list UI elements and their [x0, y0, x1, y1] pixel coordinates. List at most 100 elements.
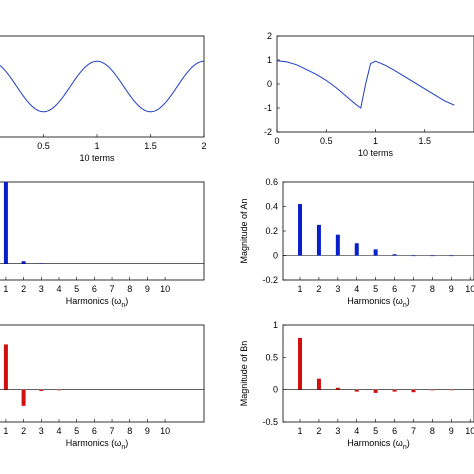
- bar-3: [39, 389, 44, 391]
- axes-frame: [0, 324, 205, 423]
- x-tick-label: 8: [127, 426, 132, 436]
- x-axis-label: Harmonics (ωn): [347, 296, 409, 309]
- x-tick-label: 1: [94, 141, 99, 151]
- x-tick-label: 7: [110, 284, 115, 294]
- x-tick-label: 5: [373, 426, 378, 436]
- y-tick-label: 0.6: [265, 177, 278, 187]
- x-tick-label: 8: [430, 426, 435, 436]
- x-tick-label: 1.5: [418, 136, 431, 146]
- x-tick-label: 1.5: [144, 141, 157, 151]
- axes-frame: [0, 181, 205, 281]
- y-tick-label: 1: [273, 320, 278, 330]
- y-tick-label: 0.5: [265, 352, 278, 362]
- x-tick-label: 4: [56, 426, 61, 436]
- x-tick-label: 1: [298, 426, 303, 436]
- bar-6: [392, 389, 397, 392]
- x-tick-label: 2: [316, 426, 321, 436]
- x-tick-label: 9: [145, 426, 150, 436]
- bar-4: [56, 389, 61, 391]
- x-tick-label: 7: [411, 426, 416, 436]
- y-tick-label: 2: [267, 31, 272, 41]
- bar-3: [335, 234, 340, 256]
- x-tick-label: 7: [411, 284, 416, 294]
- axes-frame: [282, 181, 474, 281]
- x-tick-label: 3: [39, 284, 44, 294]
- x-tick-label: 6: [392, 426, 397, 436]
- bar-7: [411, 389, 416, 393]
- x-tick-label: 1: [3, 426, 8, 436]
- y-tick-label: 0.2: [265, 226, 278, 236]
- bar-8: [430, 389, 435, 391]
- x-axis-label: Harmonics (ωn): [66, 438, 128, 451]
- x-tick-label: 9: [145, 284, 150, 294]
- x-tick-label: 6: [92, 426, 97, 436]
- bar-1: [3, 344, 8, 390]
- y-tick-label: -2: [264, 127, 272, 137]
- x-tick-label: 1: [373, 136, 378, 146]
- bar-1: [298, 337, 303, 390]
- x-axis-label: 10 terms: [358, 148, 394, 158]
- x-tick-label: 3: [335, 426, 340, 436]
- y-tick-label: -1: [264, 103, 272, 113]
- panel-p5: 1 2 3 4 5 6 7 8 9 10 1 0.5 0 -0.5 Harmonics (ωn) Magnit…: [239, 320, 474, 451]
- x-tick-label: 2: [201, 141, 206, 151]
- x-tick-label: 10: [465, 284, 474, 294]
- x-axis-label: 10 terms: [79, 153, 115, 163]
- x-tick-label: 4: [354, 426, 359, 436]
- x-tick-label: 8: [127, 284, 132, 294]
- series-line: [276, 60, 455, 109]
- panel-p0: 0.5 1 1.5 2 10 terms: [0, 35, 207, 163]
- bar-5: [373, 389, 378, 393]
- y-tick-label: 0: [273, 251, 278, 261]
- bar-2: [316, 378, 321, 390]
- x-tick-label: 3: [335, 284, 340, 294]
- x-tick-label: 6: [392, 284, 397, 294]
- x-tick-label: 2: [316, 284, 321, 294]
- bar-5: [373, 249, 378, 256]
- y-tick-label: -0.2: [262, 275, 278, 285]
- x-tick-label: 4: [354, 284, 359, 294]
- series-line: [0, 60, 205, 113]
- x-tick-label: 5: [74, 426, 79, 436]
- x-tick-label: 4: [56, 284, 61, 294]
- x-tick-label: 10: [160, 284, 170, 294]
- bar-2: [21, 261, 26, 264]
- bar-1: [298, 204, 303, 256]
- x-tick-label: 5: [373, 284, 378, 294]
- y-tick-label: 0.4: [265, 202, 278, 212]
- x-tick-label: 6: [92, 284, 97, 294]
- x-tick-label: 10: [465, 426, 474, 436]
- x-tick-label: 7: [110, 426, 115, 436]
- bar-9: [449, 255, 454, 257]
- x-axis-label: Harmonics (ωn): [347, 438, 409, 451]
- x-axis-label: Harmonics (ωn): [66, 296, 128, 309]
- bar-2: [21, 389, 26, 406]
- x-tick-label: 2: [21, 426, 26, 436]
- x-tick-label: 9: [449, 284, 454, 294]
- bar-3: [39, 263, 44, 264]
- bar-4: [354, 243, 359, 256]
- x-tick-label: 5: [74, 284, 79, 294]
- y-axis-label: Magnitude of Bn: [239, 341, 249, 407]
- bar-6: [392, 254, 397, 256]
- x-tick-label: 1: [3, 284, 8, 294]
- y-tick-label: 0: [273, 385, 278, 395]
- x-tick-label: 3: [39, 426, 44, 436]
- axes-frame: [282, 324, 474, 423]
- x-tick-label: 0: [274, 136, 279, 146]
- panel-p1: 0 0.5 1 1.5 2 1 0 -1 -2 10 terms: [264, 31, 474, 158]
- y-tick-label: 0: [267, 79, 272, 89]
- bar-9: [449, 389, 454, 391]
- x-tick-label: 2: [21, 284, 26, 294]
- bar-2: [316, 224, 321, 256]
- x-tick-label: 9: [449, 426, 454, 436]
- bar-8: [430, 255, 435, 257]
- axes-frame: [0, 35, 205, 138]
- panel-p4: 1 2 3 4 5 6 7 8 9 10 Harmonics (ωn): [0, 324, 205, 451]
- x-tick-label: 1: [298, 284, 303, 294]
- y-tick-label: 1: [267, 55, 272, 65]
- bar-1: [3, 182, 8, 264]
- x-tick-label: 8: [430, 284, 435, 294]
- bar-3: [335, 387, 340, 390]
